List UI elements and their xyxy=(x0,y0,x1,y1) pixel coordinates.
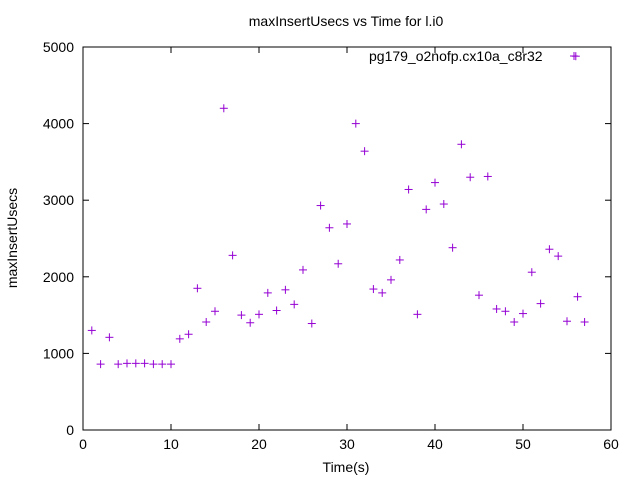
x-axis-title: Time(s) xyxy=(323,459,370,475)
data-point xyxy=(131,359,140,368)
data-point xyxy=(228,251,237,260)
plot-border xyxy=(82,46,612,431)
data-point xyxy=(175,334,184,343)
data-point xyxy=(307,319,316,328)
data-point xyxy=(96,360,105,369)
y-axis: 0 1000 2000 3000 4000 5000 xyxy=(43,39,611,438)
data-point xyxy=(211,307,219,316)
x-tick-label: 60 xyxy=(603,436,619,452)
data-point xyxy=(281,285,290,294)
data-point xyxy=(545,245,554,254)
data-point xyxy=(519,309,527,318)
data-point xyxy=(237,311,246,320)
legend: pg179_o2nofp.cx10a_c8r32 xyxy=(369,48,578,64)
y-tick-label: 2000 xyxy=(43,269,74,285)
data-point xyxy=(580,317,589,326)
data-point xyxy=(167,360,175,369)
y-tick-label: 5000 xyxy=(43,39,74,55)
data-point xyxy=(272,306,281,315)
data-point xyxy=(378,288,387,297)
data-point xyxy=(510,317,519,326)
data-point xyxy=(413,310,422,319)
data-point xyxy=(325,223,334,232)
data-point xyxy=(114,360,123,369)
data-point xyxy=(87,326,96,335)
data-point xyxy=(466,173,475,182)
data-point xyxy=(554,252,563,261)
data-point xyxy=(140,359,149,368)
x-axis: 0 10 20 30 40 50 60 xyxy=(79,47,619,452)
y-tick-label: 1000 xyxy=(43,345,74,361)
data-point xyxy=(422,205,431,214)
data-point xyxy=(299,265,307,274)
data-point xyxy=(439,200,448,209)
x-tick-label: 50 xyxy=(515,436,531,452)
data-point xyxy=(563,317,571,326)
data-point xyxy=(457,140,466,149)
data-point xyxy=(105,333,114,342)
data-point xyxy=(184,330,193,339)
data-point xyxy=(404,185,413,194)
data-point xyxy=(158,360,167,369)
data-point xyxy=(536,299,545,308)
data-point xyxy=(263,288,272,297)
x-tick-label: 0 xyxy=(79,436,87,452)
data-point xyxy=(193,284,202,293)
data-point xyxy=(123,359,131,368)
data-point xyxy=(369,285,378,294)
data-point xyxy=(527,268,536,277)
data-point xyxy=(448,243,457,252)
data-point xyxy=(492,304,501,313)
data-point xyxy=(475,291,483,300)
legend-label: pg179_o2nofp.cx10a_c8r32 xyxy=(369,48,543,64)
data-point xyxy=(334,259,343,268)
data-point xyxy=(351,119,360,128)
x-tick-label: 10 xyxy=(163,436,179,452)
data-point xyxy=(387,275,395,284)
data-points xyxy=(87,52,589,369)
y-tick-label: 4000 xyxy=(43,116,74,132)
data-point xyxy=(573,292,582,301)
x-tick-label: 30 xyxy=(339,436,355,452)
data-point xyxy=(343,219,351,228)
y-tick-label: 3000 xyxy=(43,192,74,208)
chart-title: maxInsertUsecs vs Time for l.i0 xyxy=(249,13,444,29)
data-point xyxy=(290,300,299,309)
y-tick-label: 0 xyxy=(66,422,74,438)
y-axis-title: maxInsertUsecs xyxy=(4,188,20,288)
data-point xyxy=(149,360,158,369)
data-point xyxy=(316,201,325,210)
data-point xyxy=(219,104,228,113)
x-tick-label: 20 xyxy=(251,436,267,452)
data-point xyxy=(255,310,263,319)
data-point xyxy=(360,147,369,156)
data-point xyxy=(395,255,404,264)
data-point xyxy=(483,172,492,181)
data-point xyxy=(246,318,255,327)
legend-marker xyxy=(570,52,578,60)
data-point xyxy=(431,178,439,187)
data-point xyxy=(202,317,211,326)
x-tick-label: 40 xyxy=(427,436,443,452)
plot-frame xyxy=(82,46,612,431)
data-point xyxy=(501,307,510,316)
